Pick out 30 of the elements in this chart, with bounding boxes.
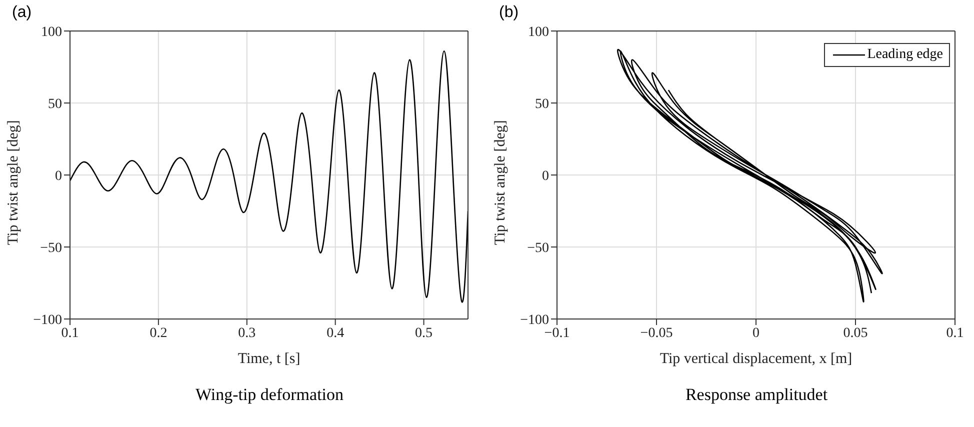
x-tick-label: 0.1 [946, 326, 964, 341]
x-tick-label: 0.3 [238, 326, 256, 341]
y-tick-label: 100 [41, 24, 62, 40]
x-axis-title: Time, t [s] [238, 351, 300, 367]
x-tick-label: −0.1 [544, 326, 570, 341]
y-tick-label: −100 [520, 312, 549, 328]
text: Wing-tip deformation [194, 385, 345, 405]
y-tick-label: −100 [33, 312, 62, 328]
x-tick-label: −0.05 [640, 326, 673, 341]
x-tick-label: 0.4 [326, 326, 344, 341]
text: Response amplitudet [684, 385, 829, 405]
text: (b) [499, 4, 519, 22]
y-axis-title: Tip twist angle [deg] [5, 120, 22, 245]
legend-label: Leading edge [867, 47, 943, 63]
y-axis-title: Tip twist angle [deg] [492, 120, 508, 245]
x-tick-label: 0.05 [843, 326, 868, 341]
x-tick-label: 0.2 [150, 326, 168, 341]
y-tick-label: −50 [527, 240, 549, 256]
y-tick-label: 50 [535, 96, 549, 112]
y-tick-label: 100 [528, 24, 549, 40]
line-series [70, 50, 468, 302]
x-axis-title: Tip vertical displacement, x [m] [660, 351, 852, 367]
y-tick-label: 50 [48, 96, 62, 112]
x-tick-label: 0.5 [415, 326, 433, 341]
x-tick-label: 0.1 [61, 326, 79, 341]
x-tick-label: 0 [752, 326, 760, 341]
y-tick-label: 0 [542, 168, 549, 184]
text: (a) [12, 4, 32, 22]
y-tick-label: 0 [55, 168, 62, 184]
y-tick-label: −50 [40, 240, 62, 256]
